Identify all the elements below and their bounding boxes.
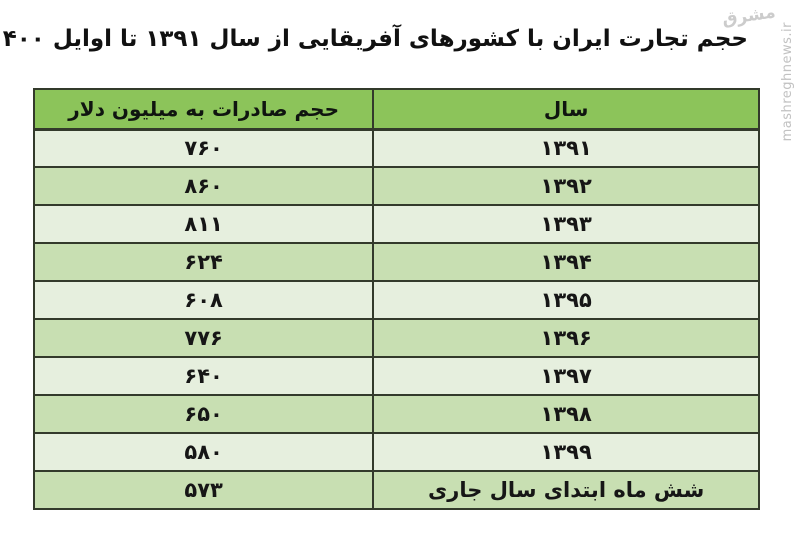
table-row: ۱۳۹۴ ۶۲۴ — [32, 242, 760, 282]
table-row: شش ماه ابتدای سال جاری ۵۷۳ — [32, 470, 760, 510]
year-cell: ۱۳۹۲ — [372, 166, 760, 206]
table-row: ۱۳۹۱ ۷۶۰ — [32, 128, 760, 168]
year-cell: ۱۳۹۵ — [372, 280, 760, 320]
page-title: حجم تجارت ایران با کشورهای آفریقایی از س… — [0, 26, 748, 52]
mashregh-logo: مشرق — [721, 2, 778, 30]
year-cell: ۱۳۹۶ — [372, 318, 760, 358]
exports-cell: ۵۷۳ — [32, 470, 375, 510]
trade-table: سال حجم صادرات به میلیون دلار ۱۳۹۱ ۷۶۰ ۱… — [32, 88, 760, 510]
exports-cell: ۵۸۰ — [32, 432, 375, 472]
table-row: ۱۳۹۳ ۸۱۱ — [32, 204, 760, 244]
table-row: ۱۳۹۶ ۷۷۶ — [32, 318, 760, 358]
year-cell: ۱۳۹۹ — [372, 432, 760, 472]
year-cell: ۱۳۹۴ — [372, 242, 760, 282]
exports-cell: ۷۷۶ — [32, 318, 375, 358]
exports-cell: ۶۴۰ — [32, 356, 375, 396]
table-row: ۱۳۹۲ ۸۶۰ — [32, 166, 760, 206]
exports-cell: ۶۰۸ — [32, 280, 375, 320]
year-cell: شش ماه ابتدای سال جاری — [372, 470, 760, 510]
exports-cell: ۶۲۴ — [32, 242, 375, 282]
watermark-text: mashreghnews.ir — [780, 22, 795, 142]
table-row: ۱۳۹۸ ۶۵۰ — [32, 394, 760, 434]
exports-cell: ۸۱۱ — [32, 204, 375, 244]
table-header-row: سال حجم صادرات به میلیون دلار — [32, 88, 760, 131]
year-cell: ۱۳۹۱ — [372, 128, 760, 168]
exports-cell: ۶۵۰ — [32, 394, 375, 434]
exports-cell: ۷۶۰ — [32, 128, 375, 168]
table-row: ۱۳۹۷ ۶۴۰ — [32, 356, 760, 396]
year-cell: ۱۳۹۳ — [372, 204, 760, 244]
exports-cell: ۸۶۰ — [32, 166, 375, 206]
year-cell: ۱۳۹۷ — [372, 356, 760, 396]
header-cell-exports: حجم صادرات به میلیون دلار — [32, 88, 375, 131]
table-row: ۱۳۹۵ ۶۰۸ — [32, 280, 760, 320]
year-cell: ۱۳۹۸ — [372, 394, 760, 434]
header-cell-year: سال — [372, 88, 760, 131]
table-row: ۱۳۹۹ ۵۸۰ — [32, 432, 760, 472]
